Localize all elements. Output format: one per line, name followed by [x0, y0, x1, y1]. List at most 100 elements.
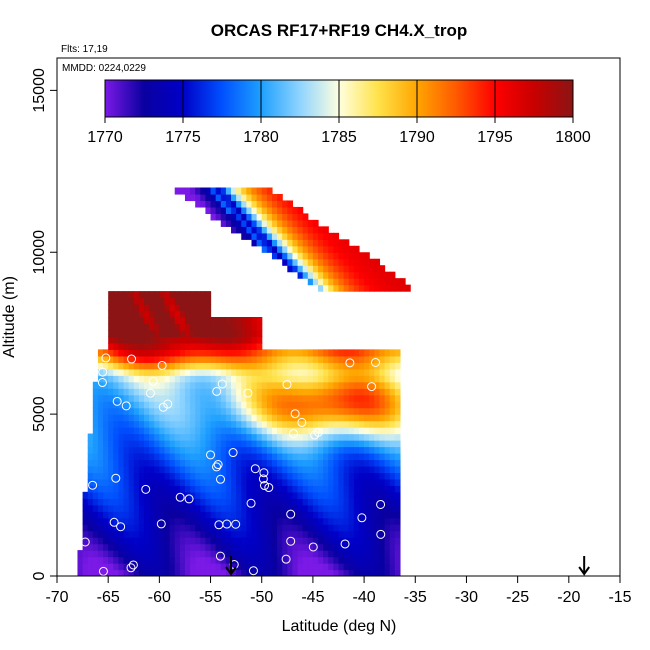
heatmap-cell — [184, 537, 191, 545]
heatmap-cell — [251, 355, 258, 363]
heatmap-cell — [200, 524, 207, 532]
heatmap-cell — [353, 265, 360, 273]
sample-point — [212, 462, 222, 472]
heatmap-cell — [133, 440, 140, 448]
heatmap-cell — [251, 388, 258, 396]
heatmap-cell — [154, 291, 160, 299]
heatmap-cell — [318, 414, 324, 422]
heatmap-cell — [282, 414, 288, 422]
heatmap-cell — [97, 556, 104, 564]
heatmap-cell — [123, 504, 130, 512]
heatmap-cell — [333, 478, 340, 486]
heatmap-cell — [184, 446, 191, 454]
heatmap-cell — [394, 278, 401, 286]
heatmap-cell — [220, 342, 227, 350]
heatmap-cell — [328, 284, 334, 292]
heatmap-cell — [292, 401, 299, 409]
heatmap-cell — [236, 213, 242, 221]
heatmap-cell — [384, 440, 391, 448]
heatmap-cell — [246, 465, 253, 473]
sample-point — [158, 402, 168, 412]
heatmap-cell — [144, 537, 150, 545]
heatmap-cell — [108, 394, 114, 402]
heatmap-cell — [225, 414, 232, 422]
heatmap-cell — [246, 517, 253, 525]
heatmap-cell — [266, 394, 273, 402]
heatmap-cell — [389, 284, 396, 292]
heatmap-cell — [220, 563, 227, 571]
heatmap-cell — [338, 258, 345, 266]
heatmap-cell — [123, 310, 130, 318]
heatmap-cell — [302, 407, 309, 415]
heatmap-cell — [103, 491, 109, 499]
heatmap-cell — [164, 362, 171, 370]
heatmap-cell — [103, 401, 109, 409]
heatmap-cell — [164, 394, 171, 402]
heatmap-cell — [369, 433, 375, 441]
heatmap-cell — [154, 543, 160, 551]
heatmap-cell — [353, 355, 360, 363]
heatmap-cell — [256, 427, 263, 435]
heatmap-cell — [256, 187, 263, 195]
heatmap-cell — [92, 420, 99, 428]
heatmap-cell — [312, 239, 319, 247]
heatmap-cell — [210, 206, 217, 214]
heatmap-cell — [374, 556, 381, 564]
heatmap-cell — [92, 485, 99, 493]
heatmap-cell — [348, 284, 355, 292]
heatmap-cell — [358, 420, 365, 428]
heatmap-cell — [297, 349, 304, 357]
heatmap-cell — [87, 504, 94, 512]
heatmap-cell — [82, 511, 89, 519]
heatmap-cell — [369, 355, 375, 363]
heatmap-cell — [190, 446, 196, 454]
heatmap-cell — [169, 517, 176, 525]
heatmap-cell — [220, 459, 227, 467]
heatmap-cell — [225, 440, 232, 448]
heatmap-cell — [328, 375, 334, 383]
heatmap-cell — [190, 362, 196, 370]
heatmap-cell — [236, 193, 242, 202]
heatmap-cell — [225, 349, 232, 357]
heatmap-cell — [225, 336, 232, 344]
heatmap-cell — [384, 550, 391, 558]
heatmap-cell — [174, 304, 181, 312]
heatmap-cell — [369, 401, 375, 409]
heatmap-cell — [312, 452, 319, 461]
heatmap-cell — [241, 537, 247, 545]
heatmap-cell — [92, 465, 99, 473]
heatmap-cell — [128, 563, 135, 571]
heatmap-cell — [205, 323, 212, 331]
heatmap-cell — [374, 265, 381, 273]
heatmap-cell — [343, 401, 350, 409]
heatmap-cell — [128, 485, 135, 493]
heatmap-cell — [302, 433, 309, 441]
heatmap-cell — [190, 524, 196, 532]
heatmap-cell — [159, 511, 166, 519]
heatmap-cell — [364, 517, 370, 525]
heatmap-cell — [174, 355, 181, 363]
heatmap-cell — [246, 329, 253, 338]
heatmap-cell — [338, 530, 345, 538]
heatmap-cell — [318, 355, 324, 363]
heatmap-cell — [164, 530, 171, 538]
heatmap-cell — [358, 530, 365, 538]
heatmap-cell — [179, 446, 186, 454]
heatmap-cell — [358, 465, 365, 473]
heatmap-cell — [343, 511, 350, 519]
heatmap-cell — [138, 556, 145, 564]
heatmap-cell — [220, 193, 227, 202]
heatmap-cell — [128, 355, 135, 363]
heatmap-cell — [210, 388, 217, 396]
heatmap-cell — [394, 530, 401, 538]
heatmap-cell — [246, 200, 253, 208]
heatmap-cell — [118, 329, 125, 338]
heatmap-cell — [225, 381, 232, 389]
heatmap-cell — [92, 407, 99, 415]
heatmap-cell — [374, 440, 381, 448]
heatmap-cell — [179, 485, 186, 493]
sample-point — [98, 367, 108, 377]
heatmap-cell — [190, 537, 196, 545]
heatmap-cell — [241, 446, 247, 454]
heatmap-cell — [195, 323, 201, 331]
